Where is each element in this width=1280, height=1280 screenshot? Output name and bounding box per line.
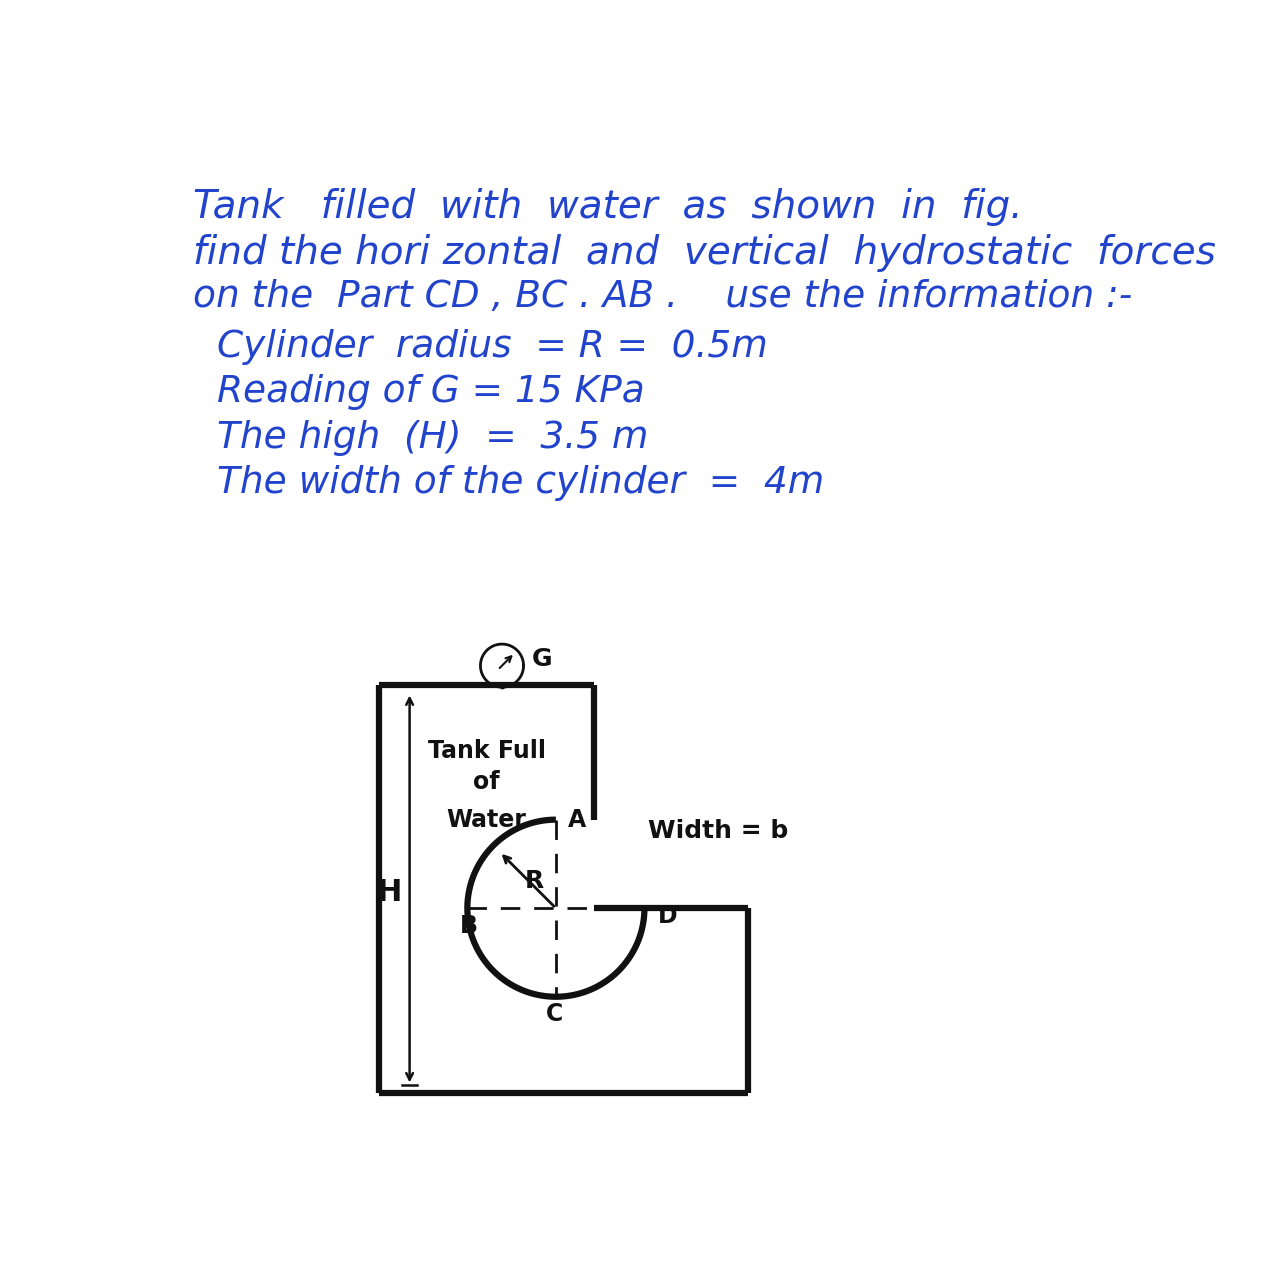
- Text: H: H: [376, 878, 402, 908]
- Text: Width = b: Width = b: [648, 819, 788, 844]
- Text: Cylinder  radius  = R =  0.5m: Cylinder radius = R = 0.5m: [218, 329, 768, 365]
- Text: on the  Part CD , BC . AB .    use the information :-: on the Part CD , BC . AB . use the infor…: [193, 279, 1132, 315]
- Text: of: of: [474, 769, 500, 794]
- Text: Reading of G = 15 KPa: Reading of G = 15 KPa: [218, 374, 645, 411]
- Text: D: D: [658, 905, 677, 928]
- Text: R: R: [525, 869, 544, 893]
- Text: A: A: [567, 808, 586, 832]
- Text: The high  (H)  =  3.5 m: The high (H) = 3.5 m: [218, 420, 649, 456]
- Text: C: C: [545, 1002, 563, 1027]
- Text: Water: Water: [447, 808, 526, 832]
- Text: find the hori zontal  and  vertical  hydrostatic  forces: find the hori zontal and vertical hydros…: [193, 234, 1216, 273]
- Text: B: B: [460, 914, 477, 938]
- Text: G: G: [531, 646, 552, 671]
- Text: Tank   filled  with  water  as  shown  in  fig.: Tank filled with water as shown in fig.: [193, 188, 1023, 227]
- Text: The width of the cylinder  =  4m: The width of the cylinder = 4m: [218, 465, 824, 500]
- Text: Tank Full: Tank Full: [428, 739, 545, 763]
